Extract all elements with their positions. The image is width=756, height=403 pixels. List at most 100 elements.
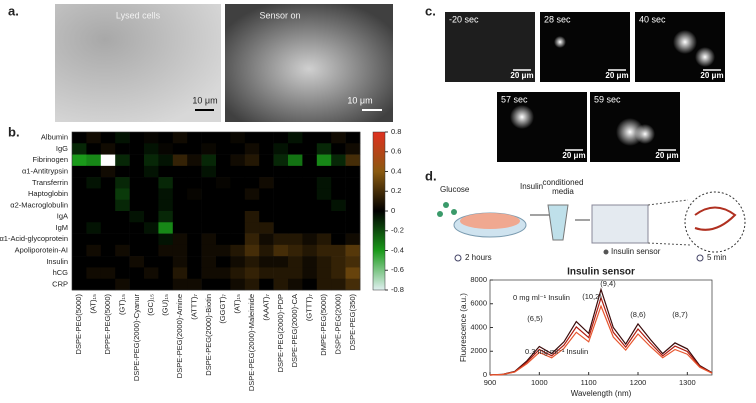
x-tick-label: 1000 — [531, 378, 548, 387]
heat-cell — [345, 222, 361, 234]
column-label: (AT)₁₅ — [233, 294, 242, 314]
heat-cell — [72, 278, 87, 291]
heat-cell — [144, 233, 159, 246]
heat-cell — [158, 188, 174, 201]
heat-cell — [331, 256, 346, 268]
heat-cell — [115, 256, 130, 268]
row-label: Insulin — [46, 257, 68, 266]
heat-cell — [273, 143, 289, 155]
heat-cell — [345, 267, 361, 280]
heat-cell — [100, 165, 116, 178]
x-tick-label: 1200 — [630, 378, 647, 387]
heat-cell — [316, 177, 332, 189]
heat-cell — [288, 177, 303, 189]
heat-cell — [72, 267, 87, 280]
heat-cell — [86, 199, 102, 212]
heat-cell — [129, 211, 145, 223]
heat-cell — [158, 267, 174, 280]
heat-cell — [345, 199, 361, 212]
heat-cell — [158, 233, 174, 246]
heat-cell — [187, 143, 202, 155]
heat-cell — [172, 143, 188, 155]
column-label: DSPE-PEG(2000)-Biotin — [204, 294, 213, 376]
heat-cell — [187, 278, 202, 291]
row-label: Fibrinogen — [33, 155, 68, 164]
well-plate — [591, 204, 649, 244]
heat-cell — [187, 188, 202, 201]
colorbar-label: 0.2 — [391, 186, 401, 195]
y-tick-label: 2000 — [470, 346, 487, 355]
heat-cell — [129, 177, 145, 189]
y-tick-label: 4000 — [470, 322, 487, 331]
heat-cell — [259, 244, 274, 257]
heat-cell — [244, 177, 260, 189]
heat-cell — [115, 267, 130, 280]
heat-cell — [187, 177, 202, 189]
spectrum — [489, 287, 713, 376]
heat-cell — [129, 132, 145, 144]
label: Insulin sensor — [611, 247, 661, 256]
heat-cell — [288, 143, 303, 155]
heat-cell — [172, 267, 188, 280]
heat-cell — [230, 211, 246, 223]
glucose-dot — [437, 211, 443, 217]
heat-cell — [345, 244, 361, 257]
heat-cell — [230, 222, 246, 234]
heat-cell — [86, 132, 102, 144]
heat-cell — [302, 188, 318, 201]
heat-cell — [259, 199, 274, 212]
column-label: DSPE-PEG(2000)-Cyanur — [132, 294, 141, 382]
column-label: (ATTT)₇ — [189, 294, 198, 320]
heat-cell — [158, 177, 174, 189]
heat-cell — [273, 154, 289, 167]
heat-cell — [201, 199, 217, 212]
heat-cell — [100, 177, 116, 189]
colorbar-label: -0.2 — [391, 226, 404, 235]
heat-cell — [201, 132, 217, 144]
heat-cell — [216, 256, 231, 268]
column-label: DSPE-PEG(2000)-Amine — [175, 294, 184, 378]
heat-cell — [115, 143, 130, 155]
heat-cell — [115, 244, 130, 257]
heat-cell — [100, 132, 116, 144]
heat-cell — [158, 256, 174, 268]
nanotube — [694, 206, 737, 231]
image-label: Lysed cells — [116, 10, 161, 20]
tube — [547, 204, 569, 241]
heat-cell — [158, 211, 174, 223]
heat-cell — [172, 222, 188, 234]
scale-label: 20 μm — [655, 151, 678, 160]
heat-cell — [216, 233, 231, 246]
heat-cell — [345, 278, 361, 291]
heat-cell — [115, 199, 130, 212]
heat-cell — [72, 244, 87, 257]
heat-cell — [244, 244, 260, 257]
heat-cell — [331, 143, 346, 155]
heat-cell — [244, 188, 260, 201]
heat-cell — [86, 278, 102, 291]
scale-label: 20 μm — [700, 71, 723, 80]
heat-cell — [201, 244, 217, 257]
heat-cell — [201, 165, 217, 178]
heat-cell — [201, 233, 217, 246]
heat-cell — [216, 165, 231, 178]
heat-cell — [216, 211, 231, 223]
heat-cell — [316, 267, 332, 280]
heat-cell — [230, 154, 246, 167]
heat-cell — [216, 222, 231, 234]
heat-cell — [331, 165, 346, 178]
heat-cell — [230, 199, 246, 212]
heat-cell — [288, 233, 303, 246]
heat-cell — [244, 132, 260, 144]
heat-cell — [302, 154, 318, 167]
heat-cell — [259, 278, 274, 291]
x-tick-label: 1300 — [679, 378, 696, 387]
heat-cell — [331, 132, 346, 144]
label: 5 min — [707, 253, 727, 262]
heat-cell — [302, 199, 318, 212]
column-label: (AT)₁₅ — [89, 294, 98, 314]
heat-cell — [273, 177, 289, 189]
heat-cell — [172, 211, 188, 223]
heat-cell — [172, 199, 188, 212]
heat-cell — [288, 188, 303, 201]
